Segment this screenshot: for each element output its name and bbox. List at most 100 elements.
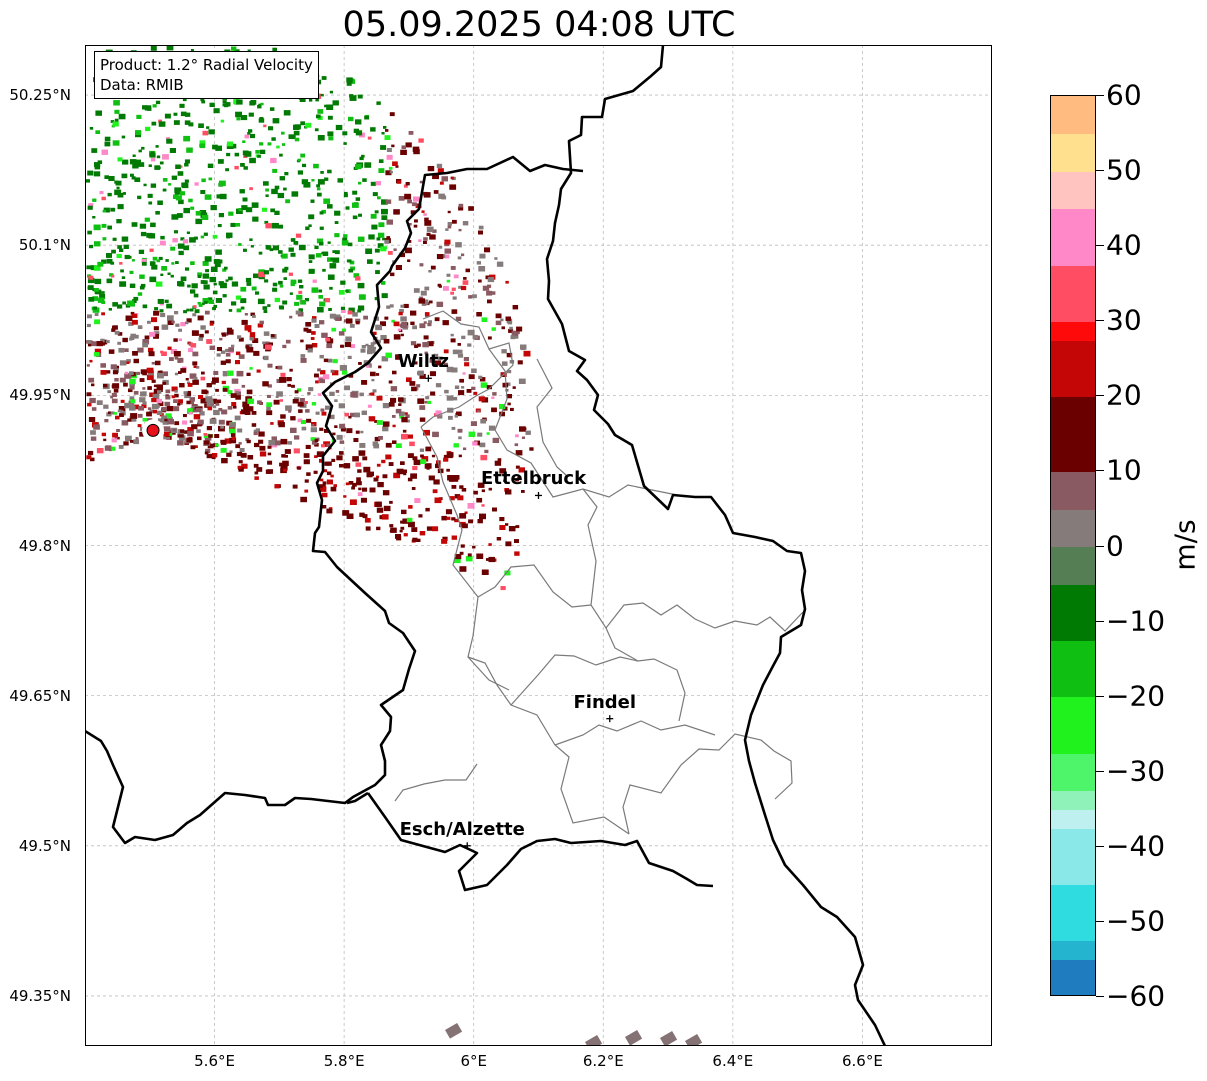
colorbar-tick bbox=[1096, 245, 1104, 247]
colorbar-segment bbox=[1051, 846, 1095, 867]
colorbar-segment bbox=[1051, 865, 1095, 885]
colorbar-tick bbox=[1096, 845, 1104, 847]
colorbar-tick bbox=[1096, 996, 1104, 997]
colorbar-unit-label: m/s bbox=[1168, 519, 1202, 571]
city-marker bbox=[606, 715, 614, 723]
city-label: Ettelbruck bbox=[480, 468, 587, 490]
colorbar-segment bbox=[1051, 114, 1095, 135]
colorbar-tick-label: −20 bbox=[1106, 679, 1166, 713]
x-tick-label: 6.4°E bbox=[712, 1052, 754, 1070]
y-tick-label: 49.65°N bbox=[9, 686, 71, 705]
y-tick-label: 49.8°N bbox=[18, 536, 71, 555]
y-tick-label: 49.35°N bbox=[9, 986, 71, 1005]
colorbar-segment bbox=[1051, 490, 1095, 510]
colorbar-segment bbox=[1051, 921, 1095, 942]
colorbar-tick-label: 40 bbox=[1106, 228, 1142, 262]
colorbar-tick-label: 60 bbox=[1106, 78, 1142, 112]
city-marker bbox=[424, 374, 432, 382]
colorbar-segment bbox=[1051, 227, 1095, 247]
product-label: Product: 1.2° Radial Velocity bbox=[100, 56, 313, 74]
colorbar-segment bbox=[1051, 321, 1095, 341]
colorbar-segment bbox=[1051, 790, 1095, 810]
radar-site-marker bbox=[146, 423, 160, 437]
colorbar-segment bbox=[1051, 696, 1095, 717]
colorbar-segment bbox=[1051, 752, 1095, 773]
colorbar-segment bbox=[1051, 283, 1095, 304]
colorbar-segment bbox=[1051, 452, 1095, 472]
colorbar-segment bbox=[1051, 940, 1095, 961]
city-label: Findel bbox=[573, 691, 637, 713]
colorbar-segment bbox=[1051, 527, 1095, 548]
radar-echoes bbox=[86, 46, 703, 1045]
city-label: Esch/Alzette bbox=[399, 818, 525, 840]
colorbar-tick-label: −40 bbox=[1106, 829, 1166, 863]
colorbar-segment bbox=[1051, 546, 1095, 566]
city-label: Wiltz bbox=[397, 351, 449, 373]
canton-boundaries bbox=[394, 310, 804, 835]
data-source-label: Data: RMIB bbox=[100, 76, 184, 94]
city-marker bbox=[463, 842, 471, 850]
colorbar-segment bbox=[1051, 771, 1095, 792]
colorbar-tick-label: 20 bbox=[1106, 378, 1142, 412]
colorbar-tick-label: −50 bbox=[1106, 904, 1166, 938]
colorbar-tick bbox=[1096, 170, 1104, 172]
colorbar-tick-label: 0 bbox=[1106, 529, 1124, 562]
x-tick-label: 6.6°E bbox=[842, 1052, 883, 1070]
colorbar-segment bbox=[1051, 133, 1095, 153]
colorbar-segment bbox=[1051, 959, 1095, 979]
colorbar-segment bbox=[1051, 640, 1095, 660]
colorbar-segment bbox=[1051, 246, 1095, 266]
map-canvas bbox=[86, 46, 991, 1045]
colorbar-segment bbox=[1051, 565, 1095, 585]
colorbar-segment bbox=[1051, 602, 1095, 623]
colorbar-segment bbox=[1051, 377, 1095, 397]
colorbar-segment bbox=[1051, 584, 1095, 604]
colorbar-segment bbox=[1051, 978, 1095, 995]
colorbar-tick bbox=[1096, 770, 1104, 772]
colorbar-segment bbox=[1051, 471, 1095, 491]
y-tick-label: 49.95°N bbox=[9, 386, 71, 405]
colorbar-segment bbox=[1051, 415, 1095, 435]
colorbar-segment bbox=[1051, 809, 1095, 829]
colorbar-tick-label: −10 bbox=[1106, 604, 1166, 638]
colorbar-segment bbox=[1051, 734, 1095, 754]
colorbar-tick bbox=[1096, 620, 1104, 622]
colorbar-segment bbox=[1051, 208, 1095, 228]
city-marker bbox=[535, 491, 542, 499]
colorbar-segment bbox=[1051, 171, 1095, 191]
x-tick-label: 6°E bbox=[460, 1052, 487, 1070]
x-tick-label: 5.6°E bbox=[194, 1052, 235, 1070]
colorbar-tick bbox=[1096, 920, 1104, 922]
colorbar-tick bbox=[1096, 695, 1104, 697]
colorbar-segment bbox=[1051, 621, 1095, 641]
y-tick-label: 49.5°N bbox=[18, 836, 71, 855]
colorbar-segment bbox=[1051, 358, 1095, 379]
colorbar-segment bbox=[1051, 508, 1095, 529]
x-tick-label: 6.2°E bbox=[582, 1052, 624, 1070]
colorbar-segment bbox=[1051, 433, 1095, 454]
y-tick-label: 50.25°N bbox=[9, 86, 71, 105]
product-info-box: Product: 1.2° Radial Velocity Data: RMIB bbox=[94, 51, 319, 99]
x-tick-label: 5.8°E bbox=[323, 1052, 365, 1070]
colorbar-tick-label: 50 bbox=[1106, 153, 1142, 187]
colorbar-tick-label: −60 bbox=[1106, 979, 1166, 1013]
colorbar-segment bbox=[1051, 189, 1095, 210]
colorbar-tick bbox=[1096, 95, 1104, 96]
colorbar-segment bbox=[1051, 96, 1095, 116]
y-tick-label: 50.1°N bbox=[18, 236, 71, 255]
colorbar-tick bbox=[1096, 545, 1104, 547]
colorbar-segment bbox=[1051, 903, 1095, 923]
colorbar-tick bbox=[1096, 320, 1104, 322]
colorbar-tick-label: −30 bbox=[1106, 754, 1166, 788]
colorbar-segment bbox=[1051, 302, 1095, 322]
colorbar-tick bbox=[1096, 395, 1104, 397]
colorbar-tick-label: 30 bbox=[1106, 303, 1142, 337]
colorbar-segment bbox=[1051, 264, 1095, 285]
map-title: 05.09.2025 04:08 UTC bbox=[342, 5, 736, 45]
country-border bbox=[86, 46, 886, 1045]
radar-map[interactable] bbox=[85, 45, 992, 1046]
colorbar-segment bbox=[1051, 152, 1095, 172]
colorbar-segment bbox=[1051, 884, 1095, 904]
colorbar-segment bbox=[1051, 715, 1095, 735]
colorbar-segment bbox=[1051, 340, 1095, 360]
